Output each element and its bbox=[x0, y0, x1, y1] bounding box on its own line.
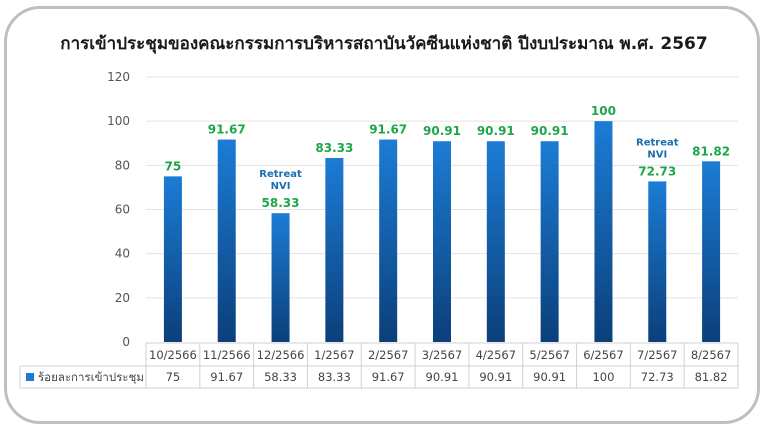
bar-3/2567 bbox=[433, 141, 451, 342]
data-label: 58.33 bbox=[262, 196, 300, 210]
y-tick-label: 80 bbox=[115, 158, 130, 172]
bar-6/2567 bbox=[594, 121, 613, 343]
data-label: 100 bbox=[591, 104, 616, 118]
y-tick-label: 60 bbox=[115, 203, 130, 217]
bar-10/2566 bbox=[163, 176, 182, 342]
annotation-label: NVI bbox=[647, 149, 667, 160]
x-category-label: 10/2566 bbox=[149, 348, 197, 362]
y-tick-label: 40 bbox=[115, 247, 130, 261]
chart-title: การเข้าประชุมของคณะกรรมการบริหารสถาบันวั… bbox=[60, 34, 708, 54]
y-tick-label: 20 bbox=[115, 291, 130, 305]
x-category-label: 6/2567 bbox=[583, 348, 623, 362]
table-value-cell: 91.67 bbox=[372, 370, 405, 384]
data-label: 83.33 bbox=[315, 141, 353, 155]
bar-2/2567 bbox=[379, 139, 398, 342]
table-value-cell: 90.91 bbox=[426, 370, 459, 384]
data-label: 91.67 bbox=[369, 123, 407, 137]
table-value-cell: 90.91 bbox=[533, 370, 566, 384]
bar-5/2567 bbox=[540, 141, 559, 342]
bar-1/2567 bbox=[325, 157, 344, 342]
x-category-label: 4/2567 bbox=[476, 348, 516, 362]
data-label: 91.67 bbox=[208, 123, 246, 137]
bar-8/2567 bbox=[702, 161, 721, 342]
legend-series-name: ร้อยละการเข้าประชุม bbox=[38, 370, 144, 384]
table-value-cell: 100 bbox=[592, 370, 614, 384]
bar-4/2567 bbox=[486, 141, 505, 342]
table-value-cell: 72.73 bbox=[641, 370, 674, 384]
data-label: 81.82 bbox=[692, 144, 730, 158]
data-table: 10/2566 75 11/2566 91.67 12/2566 58.33 1/2567 8… bbox=[19, 342, 739, 389]
data-label: 90.91 bbox=[531, 124, 569, 138]
table-value-cell: 75 bbox=[166, 370, 181, 384]
x-category-label: 2/2567 bbox=[368, 348, 408, 362]
data-label: 72.73 bbox=[638, 164, 676, 178]
annotation-label: Retreat bbox=[259, 169, 302, 180]
legend-swatch bbox=[26, 373, 34, 381]
table-value-cell: 81.82 bbox=[695, 370, 728, 384]
y-tick-label: 0 bbox=[122, 335, 130, 349]
table-value-cell: 83.33 bbox=[318, 370, 351, 384]
bars bbox=[163, 121, 721, 343]
data-label: 90.91 bbox=[477, 124, 515, 138]
table-value-cell: 91.67 bbox=[210, 370, 243, 384]
x-category-label: 11/2566 bbox=[203, 348, 251, 362]
x-category-label: 12/2566 bbox=[257, 348, 305, 362]
y-tick-label: 120 bbox=[107, 70, 130, 84]
x-category-label: 3/2567 bbox=[422, 348, 462, 362]
value-labels: 75 91.67 58.33 83.33 91.67 90.91 90.91 90.91 100… bbox=[165, 104, 731, 210]
grid-lines: 0 20 40 60 80 100 120 bbox=[107, 70, 738, 349]
data-label: 75 bbox=[165, 159, 182, 173]
x-category-label: 7/2567 bbox=[637, 348, 677, 362]
y-tick-label: 100 bbox=[107, 114, 130, 128]
table-value-cell: 58.33 bbox=[264, 370, 297, 384]
bar-12/2566 bbox=[271, 213, 290, 342]
bar-7/2567 bbox=[648, 181, 667, 342]
x-category-label: 5/2567 bbox=[529, 348, 569, 362]
x-category-label: 8/2567 bbox=[691, 348, 731, 362]
data-label: 90.91 bbox=[423, 124, 461, 138]
x-category-label: 1/2567 bbox=[314, 348, 354, 362]
table-value-cell: 90.91 bbox=[479, 370, 512, 384]
annotation-label: NVI bbox=[271, 181, 291, 192]
annotation-label: Retreat bbox=[636, 137, 679, 148]
bar-11/2566 bbox=[217, 139, 236, 342]
